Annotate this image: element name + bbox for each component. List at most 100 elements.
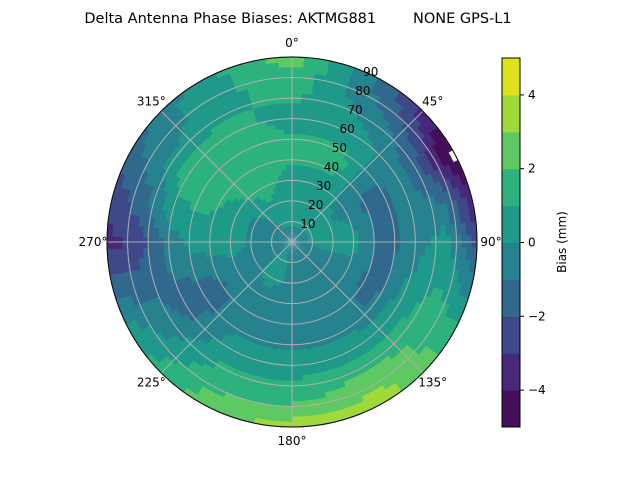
contour-cell (223, 364, 237, 375)
contour-cell (301, 238, 308, 241)
contour-cell (425, 117, 439, 133)
contour-cell (394, 179, 404, 191)
contour-cell (277, 213, 282, 220)
contour-cell (281, 249, 287, 256)
contour-cell (287, 179, 293, 186)
contour-cell (163, 218, 171, 230)
contour-cell (280, 92, 293, 99)
contour-cell (347, 247, 354, 254)
colorbar-segment (502, 390, 520, 428)
contour-cell (323, 122, 336, 132)
contour-cell (301, 165, 309, 172)
contour-cell (148, 297, 159, 311)
contour-cell (121, 186, 131, 202)
contour-cell (429, 158, 441, 173)
contour-cell (296, 227, 301, 234)
contour-cell (312, 222, 319, 228)
contour-cell (334, 186, 343, 195)
contour-cell (261, 248, 268, 252)
contour-cell (301, 87, 315, 95)
contour-cell (132, 224, 139, 238)
contour-cell (420, 187, 430, 200)
contour-cell (146, 276, 156, 289)
contour-cell (323, 85, 337, 95)
contour-cell (214, 114, 228, 125)
contour-cell (372, 347, 386, 360)
contour-cell (173, 228, 180, 239)
contour-cell (297, 149, 306, 156)
contour-cell (414, 227, 422, 239)
contour-cell (278, 66, 293, 73)
contour-cell (280, 318, 288, 325)
contour-cell (305, 197, 312, 205)
contour-cell (262, 249, 269, 254)
contour-cell (203, 95, 218, 108)
contour-cell (214, 233, 221, 240)
contour-cell (351, 100, 366, 111)
contour-cell (130, 137, 144, 153)
contour-cell (306, 236, 313, 240)
contour-cell (188, 244, 195, 254)
contour-cell (457, 283, 468, 299)
contour-cell (291, 282, 296, 289)
contour-cell (265, 256, 272, 262)
contour-cell (310, 230, 317, 235)
contour-cell (393, 115, 408, 128)
contour-cell (300, 265, 305, 272)
contour-cell (337, 110, 350, 121)
contour-cell (286, 205, 291, 212)
contour-cell (270, 284, 277, 291)
contour-cell (412, 111, 427, 126)
contour-cell (143, 171, 154, 185)
contour-cell (295, 303, 302, 310)
contour-cell (375, 394, 392, 407)
contour-cell (448, 188, 458, 204)
contour-cell (317, 221, 324, 227)
contour-cell (279, 217, 284, 224)
contour-cell (224, 387, 239, 398)
contour-cell (234, 243, 241, 249)
contour-cell (328, 221, 336, 227)
contour-cell (407, 171, 418, 185)
contour-cell (291, 179, 297, 186)
contour-cell (275, 242, 282, 244)
contour-cell (264, 262, 271, 269)
contour-cell (287, 257, 290, 263)
chart-title: Delta Antenna Phase Biases: AKTMG881 NON… (84, 11, 511, 27)
contour-cell (300, 233, 307, 238)
contour-cell (260, 221, 267, 227)
contour-cell (298, 217, 303, 224)
contour-cell (267, 72, 282, 80)
contour-cell (310, 249, 317, 254)
contour-cell (394, 245, 401, 254)
colorbar-segment (502, 131, 520, 170)
contour-cell (396, 196, 406, 208)
contour-cell (462, 183, 473, 200)
contour-cell (404, 149, 417, 163)
contour-cell (283, 292, 289, 300)
contour-cell (270, 92, 283, 100)
contour-cell (262, 251, 269, 256)
contour-cell (330, 254, 337, 260)
contour-cell (247, 224, 254, 230)
contour-cell (301, 384, 314, 392)
contour-cell (297, 222, 301, 228)
contour-cell (402, 287, 412, 300)
contour-cell (419, 318, 431, 333)
contour-cell (281, 243, 288, 247)
contour-cell (302, 219, 308, 226)
contour-cell (390, 99, 406, 113)
contour-cell (280, 385, 293, 392)
contour-cell (294, 233, 300, 239)
contour-cell (353, 95, 368, 107)
contour-cell (285, 323, 293, 330)
contour-cell (111, 284, 122, 301)
contour-cell (460, 247, 468, 262)
contour-cell (295, 221, 298, 228)
contour-cell (244, 75, 259, 85)
contour-cell (280, 249, 286, 255)
contour-cell (442, 317, 455, 334)
contour-cell (291, 313, 298, 320)
contour-cell (219, 234, 226, 241)
contour-cell (413, 199, 423, 212)
